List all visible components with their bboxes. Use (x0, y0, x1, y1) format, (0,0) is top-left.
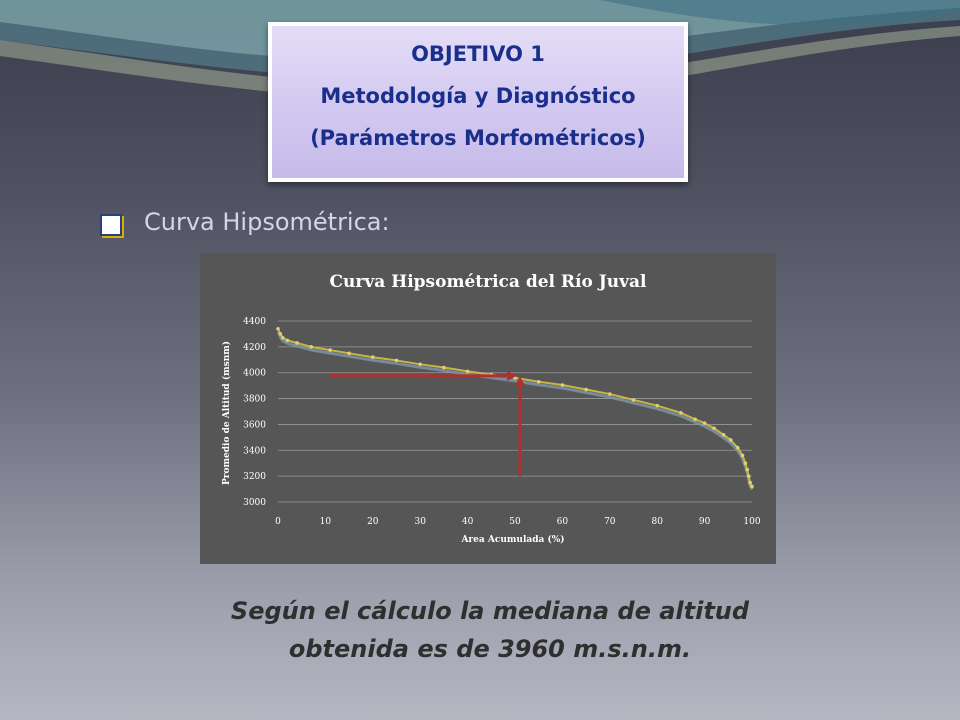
data-point (584, 387, 588, 392)
data-point (740, 453, 745, 458)
grid-lines (278, 320, 752, 503)
median-horizontal-arrowhead (507, 370, 517, 381)
data-point (743, 461, 748, 466)
data-point (276, 326, 280, 331)
data-point (285, 338, 290, 343)
y-tick-label: 3800 (243, 395, 266, 405)
conclusion-text: Según el cálculo la mediana de altitud o… (180, 592, 800, 668)
data-point (371, 355, 375, 359)
data-point (418, 362, 422, 367)
objective-title-box: OBJETIVO 1 Metodología y Diagnóstico (Pa… (268, 22, 688, 182)
data-point (347, 351, 351, 356)
x-tick-label: 90 (699, 517, 711, 527)
x-tick-label: 0 (275, 517, 281, 527)
y-tick-labels: 3000 3200 3400 3600 3800 4000 4200 4400 (243, 317, 266, 508)
data-point (712, 426, 716, 431)
conclusion-line-2: obtenida es de 3960 m.s.n.m. (288, 635, 692, 663)
data-point (746, 474, 751, 478)
median-annotation (330, 370, 525, 477)
y-tick-label: 3400 (243, 446, 266, 456)
y-tick-label: 3600 (243, 420, 266, 430)
data-point (655, 403, 659, 408)
data-point (735, 445, 740, 450)
data-point (631, 398, 636, 402)
bullet-text: Curva Hipsométrica: (144, 208, 390, 236)
data-point (745, 467, 750, 472)
y-tick-label: 4400 (243, 317, 266, 327)
x-tick-label: 100 (743, 517, 760, 527)
x-tick-label: 20 (367, 517, 379, 527)
objective-subtitle: Metodología y Diagnóstico (320, 84, 636, 108)
data-point (394, 358, 399, 363)
chart-panel: Curva Hipsométrica del Río Juval 3000 320… (200, 253, 776, 564)
x-tick-labels: 0 10 20 30 40 50 60 70 80 90 100 (275, 517, 761, 527)
chart-title: Curva Hipsométrica del Río Juval (329, 272, 647, 292)
data-point (748, 480, 752, 485)
series-layer (276, 326, 754, 491)
x-tick-label: 40 (462, 517, 474, 527)
x-tick-label: 50 (509, 517, 521, 527)
data-point (693, 417, 697, 422)
series-line-shadow (276, 331, 754, 491)
series-line (277, 328, 753, 487)
y-tick-label: 4200 (243, 343, 266, 353)
data-point (328, 348, 332, 352)
conclusion-line-1: Según el cálculo la mediana de altitud (230, 597, 750, 625)
data-point (728, 438, 733, 442)
data-point (750, 484, 754, 489)
x-axis-label: Area Acumulada (%) (460, 534, 564, 545)
data-point (536, 379, 541, 384)
y-axis-label: Promedio de Altitud (msnm) (221, 341, 232, 485)
objective-subtitle-detail: (Parámetros Morfométricos) (310, 126, 646, 150)
y-tick-label: 3200 (243, 472, 266, 482)
square-bullet-icon (100, 214, 122, 236)
data-point (608, 392, 612, 396)
median-vertical-arrowhead (515, 375, 525, 386)
data-point (278, 332, 283, 336)
data-point (295, 341, 299, 345)
y-tick-label: 4000 (243, 369, 266, 379)
data-point (309, 345, 313, 349)
x-tick-label: 10 (320, 517, 332, 527)
x-tick-label: 70 (604, 517, 616, 527)
data-point (679, 410, 683, 415)
data-point (560, 383, 565, 387)
data-point (721, 432, 726, 437)
x-tick-label: 30 (414, 517, 426, 527)
data-point (465, 369, 470, 374)
data-point (442, 365, 446, 370)
data-point (702, 421, 707, 425)
x-tick-label: 80 (651, 517, 663, 527)
data-point (280, 336, 285, 340)
x-tick-label: 60 (557, 517, 569, 527)
objective-heading: OBJETIVO 1 (411, 42, 545, 66)
y-tick-label: 3000 (243, 498, 266, 508)
hypsometric-chart: Curva Hipsométrica del Río Juval 3000 320… (221, 272, 761, 545)
